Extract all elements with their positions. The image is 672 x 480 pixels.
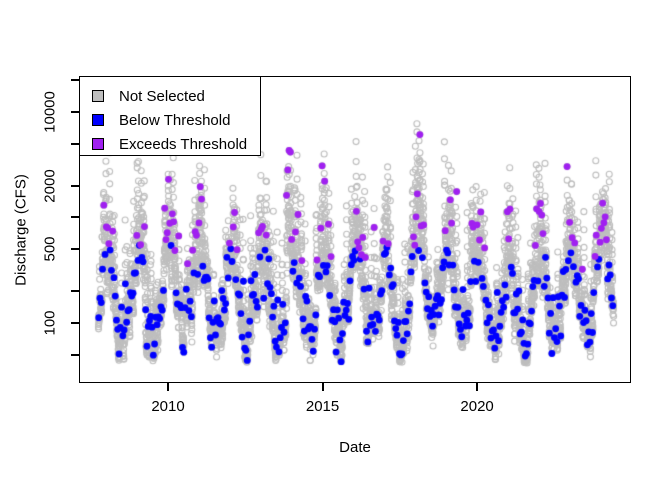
legend-label-below-threshold: Below Threshold: [119, 111, 231, 129]
y-tick-mark: [71, 142, 79, 145]
y-tick-label: 10000: [41, 91, 59, 133]
x-tick-mark: [476, 383, 479, 391]
legend: Not Selected Below Threshold Exceeds Thr…: [79, 76, 261, 156]
legend-swatch-below-threshold: [92, 114, 104, 126]
legend-item-exceeds-threshold: Exceeds Threshold: [80, 132, 260, 156]
legend-swatch-not-selected: [92, 90, 104, 102]
legend-label-exceeds-threshold: Exceeds Threshold: [119, 135, 248, 153]
y-tick-mark: [71, 353, 79, 356]
legend-item-not-selected: Not Selected: [80, 84, 260, 108]
x-tick-label: 2020: [460, 398, 494, 415]
y-tick-mark: [71, 110, 79, 113]
legend-label-not-selected: Not Selected: [119, 87, 205, 105]
x-tick-mark: [321, 383, 324, 391]
y-tick-label: 100: [41, 310, 59, 336]
y-tick-label: 500: [41, 236, 59, 262]
x-tick-label: 2015: [305, 398, 340, 415]
y-tick-mark: [71, 216, 79, 219]
y-tick-mark: [71, 248, 79, 251]
x-tick-label: 2010: [151, 398, 185, 415]
y-tick-mark: [71, 321, 79, 324]
y-tick-mark: [71, 184, 79, 187]
y-tick-label: 2000: [41, 169, 59, 203]
legend-item-below-threshold: Below Threshold: [80, 108, 260, 132]
y-tick-mark: [71, 79, 79, 82]
x-tick-mark: [167, 383, 169, 391]
legend-swatch-exceeds-threshold: [92, 138, 104, 150]
y-tick-mark: [71, 290, 79, 293]
